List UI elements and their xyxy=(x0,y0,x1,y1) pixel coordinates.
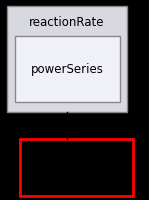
Bar xyxy=(20,139,133,196)
Text: reactionRate: reactionRate xyxy=(29,15,105,28)
Text: powerSeries: powerSeries xyxy=(31,63,103,76)
Bar xyxy=(7,7,127,112)
Bar xyxy=(15,37,120,102)
